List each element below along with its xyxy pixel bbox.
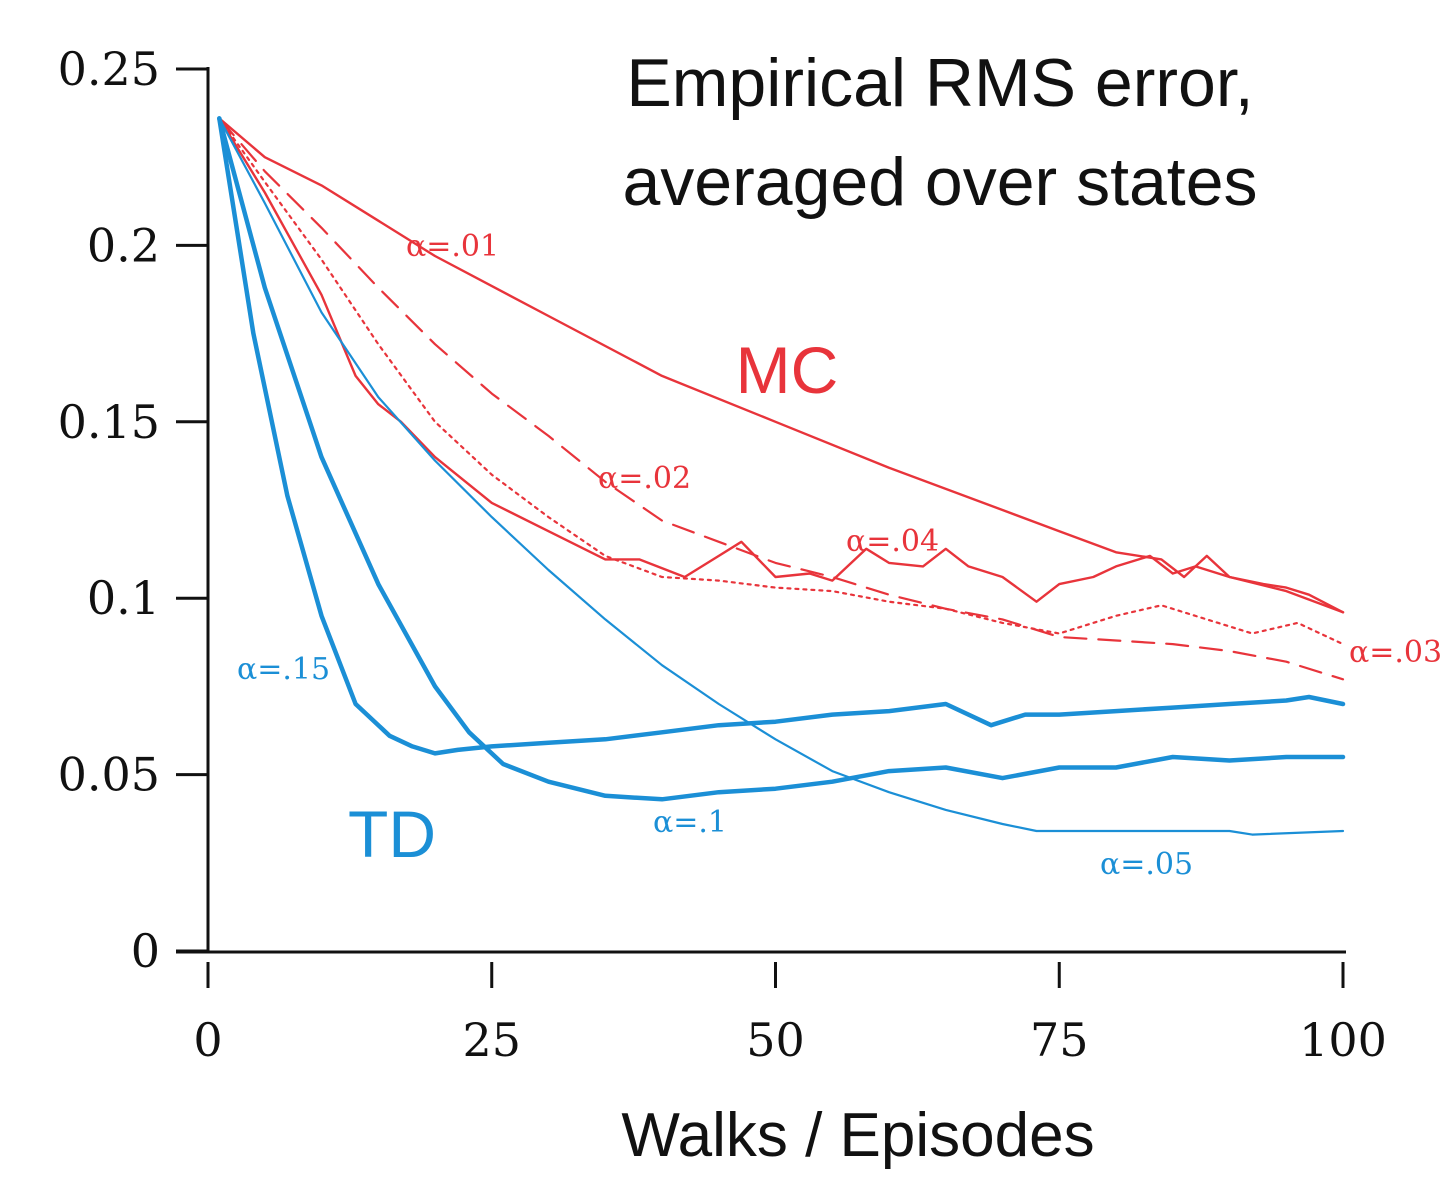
series-line-mc-alpha-04 bbox=[218, 117, 1345, 614]
x-tick-label: 25 bbox=[462, 1013, 521, 1067]
y-tick-label: 0.1 bbox=[87, 571, 160, 625]
series-label-mc-alpha-01: α=.01 bbox=[406, 229, 499, 264]
group-label-td: TD bbox=[348, 797, 436, 871]
x-tick-label: 0 bbox=[193, 1013, 222, 1067]
x-tick-label: 100 bbox=[1299, 1013, 1387, 1067]
series-label-td-alpha-15: α=.15 bbox=[237, 652, 330, 687]
series-line-mc-alpha-03 bbox=[218, 117, 1345, 646]
series-label-td-alpha-1: α=.1 bbox=[653, 805, 727, 840]
series-label-mc-alpha-03: α=.03 bbox=[1349, 635, 1442, 670]
series-line-td-alpha-1 bbox=[217, 116, 1346, 802]
x-tick-label: 50 bbox=[746, 1013, 805, 1067]
x-tick-label: 75 bbox=[1030, 1013, 1089, 1067]
chart-title-line-2: averaged over states bbox=[622, 144, 1257, 220]
y-tick-label: 0.2 bbox=[87, 218, 160, 272]
series-line-td-alpha-05 bbox=[218, 117, 1345, 836]
series-line-mc-alpha-02 bbox=[218, 117, 1345, 681]
y-tick-label: 0.25 bbox=[58, 42, 160, 96]
y-tick-label: 0.05 bbox=[58, 748, 160, 802]
series-label-mc-alpha-04: α=.04 bbox=[846, 524, 939, 559]
y-tick-label: 0 bbox=[131, 924, 160, 978]
series-label-mc-alpha-02: α=.02 bbox=[598, 461, 691, 496]
ticks: 0 25 50 75 100 0 0.05 0.1 0.15 0.2 0.25 bbox=[58, 42, 1387, 1067]
series-line-mc-alpha-01 bbox=[218, 117, 1345, 614]
plot-area bbox=[217, 116, 1346, 836]
y-tick-label: 0.15 bbox=[58, 395, 160, 449]
x-axis-label: Walks / Episodes bbox=[621, 1101, 1094, 1170]
series-label-td-alpha-05: α=.05 bbox=[1100, 847, 1193, 882]
axes bbox=[176, 67, 1346, 954]
group-label-mc: MC bbox=[736, 333, 839, 407]
series-line-td-alpha-15 bbox=[217, 116, 1346, 756]
chart-title-line-1: Empirical RMS error, bbox=[626, 45, 1253, 121]
